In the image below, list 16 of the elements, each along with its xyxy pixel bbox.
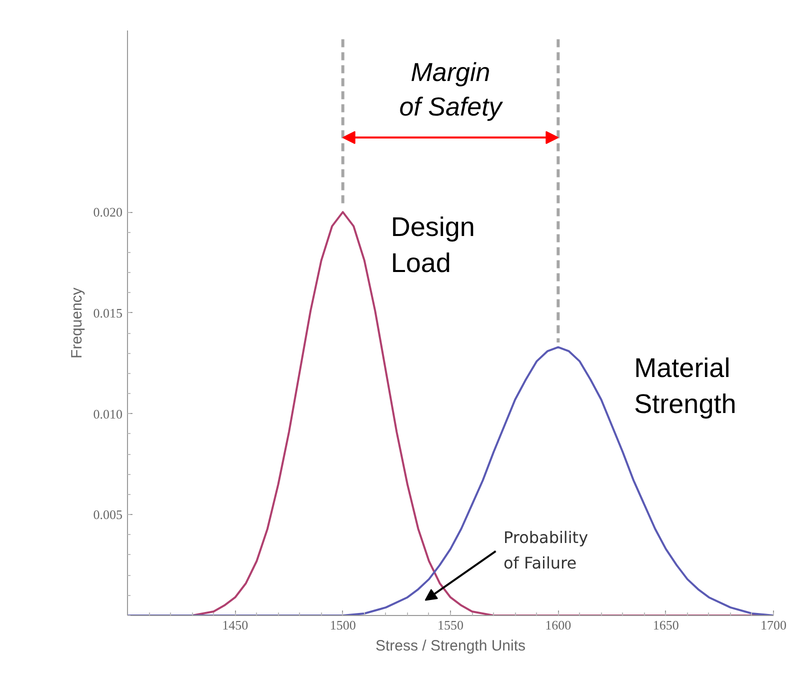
y-tick-label: 0.020 [93,204,122,220]
x-tick-label: 1700 [760,618,786,632]
x-tick-label: 1500 [330,618,356,632]
y-tick-label: 0.005 [93,507,122,522]
annotation: Probability of Failure [503,528,588,573]
y-tick-label: 0.010 [93,406,122,422]
series-label: Design Load [390,212,475,278]
annotation: Margin of Safety [399,57,504,122]
y-axis-title: Frequency [68,287,86,358]
x-tick-label: 1450 [222,618,248,632]
series-label: Material Strength [634,353,736,420]
x-tick-label: 1600 [545,618,572,632]
x-tick-label: 1550 [438,618,464,632]
x-tick-label: 1650 [652,618,679,632]
y-tick-label: 0.015 [93,305,122,320]
x-axis-title: Stress / Strength Units [375,638,526,654]
